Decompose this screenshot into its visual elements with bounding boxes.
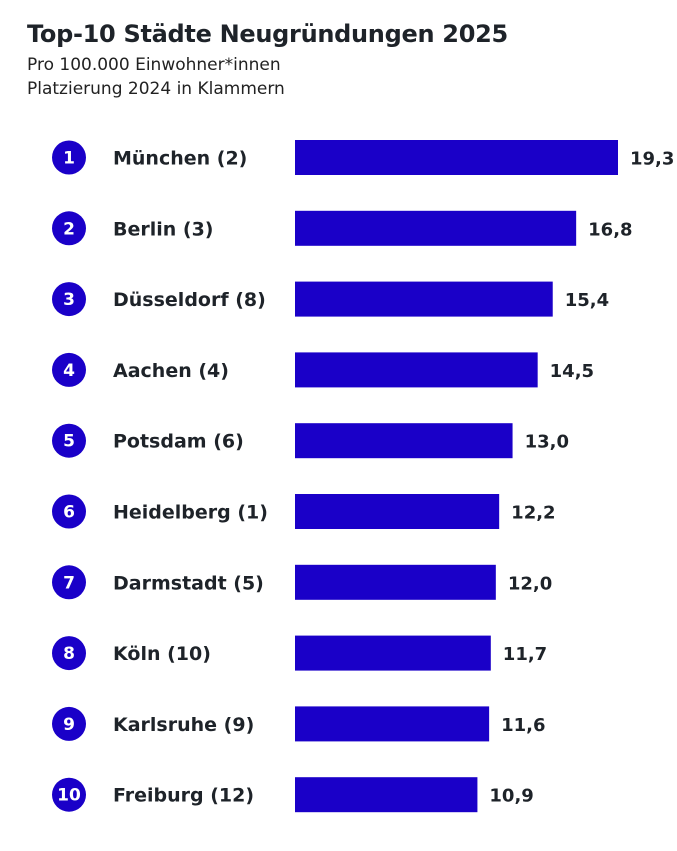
value-label: 10,9 [489,786,533,807]
bar [295,635,491,671]
chart-title: Top-10 Städte Neugründungen 2025 [27,20,508,48]
rank-number: 1 [63,149,75,169]
city-label: Karlsruhe (9) [113,714,254,736]
value-label: 11,6 [501,715,545,736]
value-label: 11,7 [503,644,547,665]
rank-number: 8 [63,644,75,664]
chart-subtitle-2: Platzierung 2024 in Klammern [27,79,285,99]
value-label: 15,4 [565,290,609,311]
city-label: Potsdam (6) [113,431,244,453]
rank-badge [52,352,86,387]
rank-number: 7 [63,573,75,593]
value-label: 13,0 [525,432,569,453]
rank-badge [52,777,86,812]
bar [295,281,553,317]
rank-number: 9 [63,715,75,735]
rank-number: 5 [63,432,75,452]
city-label: Aachen (4) [113,360,229,382]
rank-badge [52,423,86,458]
city-label: Heidelberg (1) [113,502,268,524]
city-label: Berlin (3) [113,218,214,240]
value-label: 12,0 [508,573,552,594]
city-label: München (2) [113,148,247,170]
bar [295,706,490,742]
rank-badge [52,211,86,246]
bar [295,423,513,459]
rank-badge [52,565,86,600]
rank-number: 2 [63,219,75,239]
value-label: 16,8 [588,219,632,240]
chart-subtitle-1: Pro 100.000 Einwohner*innen [27,55,281,75]
rank-badge [52,282,86,317]
rank-number: 10 [57,786,81,806]
bar [295,140,618,175]
bar [295,494,500,529]
city-label: Köln (10) [113,643,211,665]
bar [295,352,538,388]
city-label: Düsseldorf (8) [113,289,266,311]
rank-badge [52,494,86,529]
value-label: 19,3 [630,149,674,170]
city-label: Freiburg (12) [113,785,254,807]
rank-badge [52,140,86,175]
value-label: 14,5 [550,361,594,382]
bar [295,564,496,600]
value-label: 12,2 [511,503,555,524]
rank-number: 4 [63,361,75,381]
rank-number: 6 [63,503,75,523]
rank-badge [52,636,86,671]
bar [295,777,478,813]
rank-badge [52,706,86,741]
rank-number: 3 [63,290,75,310]
bar [295,210,577,246]
city-label: Darmstadt (5) [113,572,264,594]
